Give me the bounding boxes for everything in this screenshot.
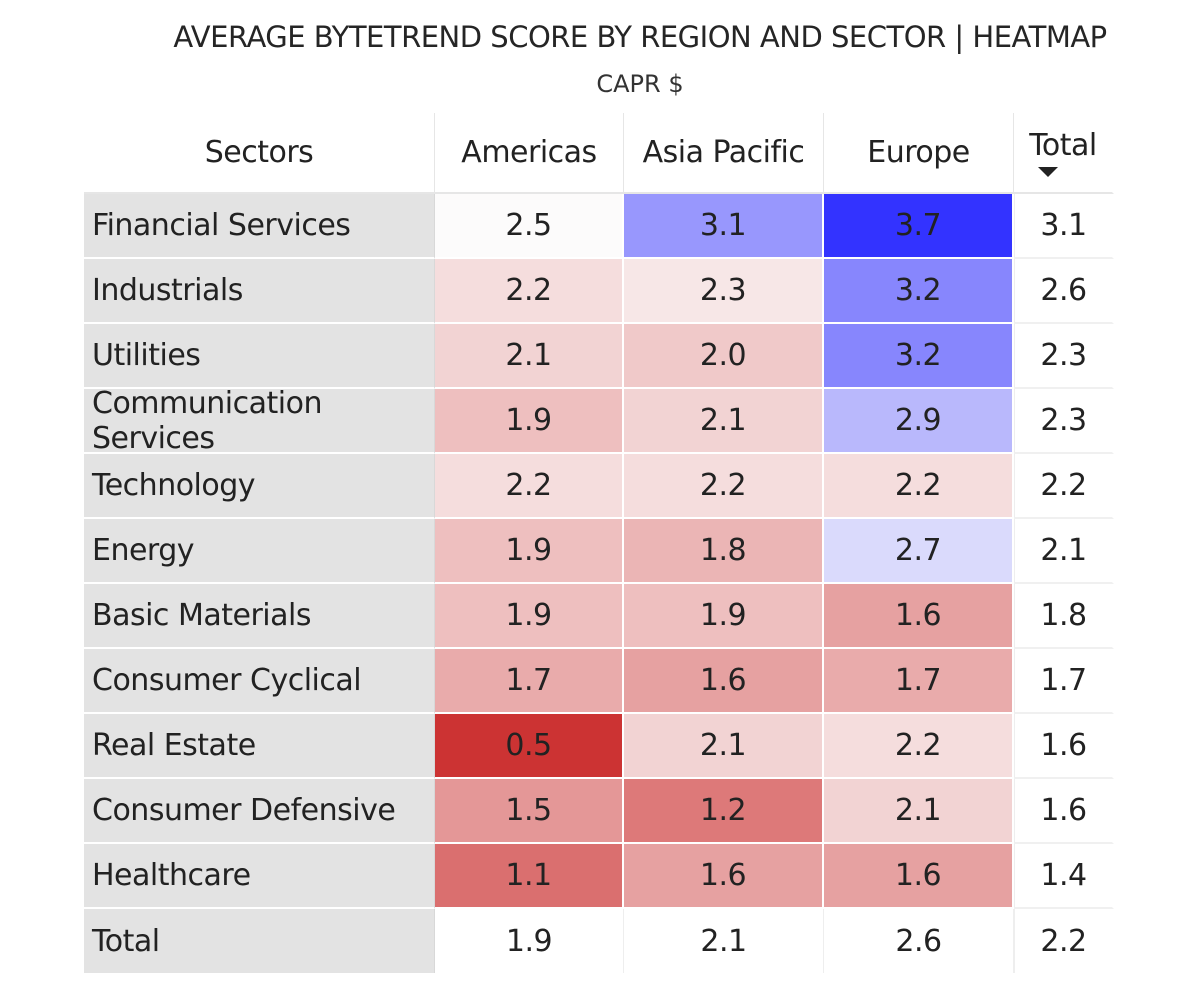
heatmap-cell-asia-pacific: 1.2 xyxy=(624,779,824,844)
row-label: Healthcare xyxy=(84,844,435,909)
table-row: Financial Services 2.5 3.1 3.7 3.1 xyxy=(84,194,1114,259)
heatmap-cell-americas: 0.5 xyxy=(435,714,624,779)
column-header-americas[interactable]: Americas xyxy=(435,113,624,194)
heatmap-cell-americas: 2.1 xyxy=(435,324,624,389)
row-total: 1.7 xyxy=(1014,649,1114,714)
heatmap-cell-asia-pacific: 2.0 xyxy=(624,324,824,389)
row-total: 1.4 xyxy=(1014,844,1114,909)
heatmap-cell-europe: 2.2 xyxy=(824,714,1014,779)
heatmap-cell-americas: 1.7 xyxy=(435,649,624,714)
table-row: Consumer Cyclical 1.7 1.6 1.7 1.7 xyxy=(84,649,1114,714)
grand-total: 2.2 xyxy=(1014,909,1114,973)
row-label: Energy xyxy=(84,519,435,584)
row-label: Consumer Cyclical xyxy=(84,649,435,714)
heatmap-cell-asia-pacific: 1.6 xyxy=(624,844,824,909)
column-total-americas: 1.9 xyxy=(435,909,624,973)
table-row: Basic Materials 1.9 1.9 1.6 1.8 xyxy=(84,584,1114,649)
heatmap-cell-asia-pacific: 2.1 xyxy=(624,389,824,454)
heatmap-cell-europe: 3.7 xyxy=(824,194,1014,259)
heatmap-cell-americas: 2.5 xyxy=(435,194,624,259)
heatmap-cell-asia-pacific: 1.8 xyxy=(624,519,824,584)
table-row: Healthcare 1.1 1.6 1.6 1.4 xyxy=(84,844,1114,909)
table-row: Utilities 2.1 2.0 3.2 2.3 xyxy=(84,324,1114,389)
heatmap-cell-asia-pacific: 1.6 xyxy=(624,649,824,714)
row-total: 2.6 xyxy=(1014,259,1114,324)
header-row: Sectors Americas Asia Pacific Europe Tot… xyxy=(84,113,1114,194)
heatmap-cell-europe: 2.7 xyxy=(824,519,1014,584)
row-label-total: Total xyxy=(84,909,435,973)
heatmap-cell-americas: 1.5 xyxy=(435,779,624,844)
heatmap-cell-europe: 2.2 xyxy=(824,454,1014,519)
heatmap-cell-europe: 2.9 xyxy=(824,389,1014,454)
sort-descending-icon[interactable] xyxy=(1038,167,1058,177)
row-total: 1.6 xyxy=(1014,714,1114,779)
heatmap-cell-europe: 3.2 xyxy=(824,324,1014,389)
column-total-asia-pacific: 2.1 xyxy=(624,909,824,973)
heatmap-cell-europe: 1.6 xyxy=(824,844,1014,909)
heatmap-body: Financial Services 2.5 3.1 3.7 3.1 Industrial… xyxy=(84,194,1114,909)
row-total: 2.2 xyxy=(1014,454,1114,519)
row-label: Communication Services xyxy=(84,386,435,456)
table-row: Communication Services 1.9 2.1 2.9 2.3 xyxy=(84,386,1114,456)
heatmap-cell-asia-pacific: 1.9 xyxy=(624,584,824,649)
column-header-asia-pacific[interactable]: Asia Pacific xyxy=(624,113,824,194)
heatmap-cell-europe: 1.6 xyxy=(824,584,1014,649)
chart-title: AVERAGE BYTETREND SCORE BY REGION AND SE… xyxy=(173,20,1107,54)
column-header-sectors[interactable]: Sectors xyxy=(84,113,435,194)
table-row: Industrials 2.2 2.3 3.2 2.6 xyxy=(84,259,1114,324)
heatmap-cell-asia-pacific: 2.2 xyxy=(624,454,824,519)
heatmap-cell-americas: 2.2 xyxy=(435,259,624,324)
row-total: 2.1 xyxy=(1014,519,1114,584)
row-label: Technology xyxy=(84,454,435,519)
row-total: 3.1 xyxy=(1014,194,1114,259)
chart-subtitle: CAPR $ xyxy=(596,70,684,98)
row-label: Consumer Defensive xyxy=(84,779,435,844)
row-total: 1.6 xyxy=(1014,779,1114,844)
heatmap-matrix: Sectors Americas Asia Pacific Europe Tot… xyxy=(84,113,1114,973)
column-header-total-label: Total xyxy=(1029,128,1097,163)
row-total: 2.3 xyxy=(1014,324,1114,389)
table-row: Real Estate 0.5 2.1 2.2 1.6 xyxy=(84,714,1114,779)
column-header-europe[interactable]: Europe xyxy=(824,113,1014,194)
heatmap-cell-americas: 1.9 xyxy=(435,389,624,454)
row-total: 2.3 xyxy=(1014,389,1114,454)
row-label: Financial Services xyxy=(84,194,435,259)
column-total-europe: 2.6 xyxy=(824,909,1014,973)
heatmap-cell-americas: 1.1 xyxy=(435,844,624,909)
row-label: Utilities xyxy=(84,324,435,389)
heatmap-cell-americas: 1.9 xyxy=(435,584,624,649)
heatmap-cell-americas: 2.2 xyxy=(435,454,624,519)
row-total: 1.8 xyxy=(1014,584,1114,649)
heatmap-cell-asia-pacific: 2.3 xyxy=(624,259,824,324)
heatmap-cell-europe: 2.1 xyxy=(824,779,1014,844)
heatmap-cell-americas: 1.9 xyxy=(435,519,624,584)
row-label: Real Estate xyxy=(84,714,435,779)
table-row: Technology 2.2 2.2 2.2 2.2 xyxy=(84,454,1114,519)
heatmap-cell-asia-pacific: 3.1 xyxy=(624,194,824,259)
heatmap-cell-europe: 3.2 xyxy=(824,259,1014,324)
total-row: Total 1.9 2.1 2.6 2.2 xyxy=(84,909,1114,973)
row-label: Basic Materials xyxy=(84,584,435,649)
column-header-total[interactable]: Total xyxy=(1014,113,1114,194)
row-label: Industrials xyxy=(84,259,435,324)
table-row: Energy 1.9 1.8 2.7 2.1 xyxy=(84,519,1114,584)
heatmap-cell-europe: 1.7 xyxy=(824,649,1014,714)
heatmap-cell-asia-pacific: 2.1 xyxy=(624,714,824,779)
table-row: Consumer Defensive 1.5 1.2 2.1 1.6 xyxy=(84,779,1114,844)
